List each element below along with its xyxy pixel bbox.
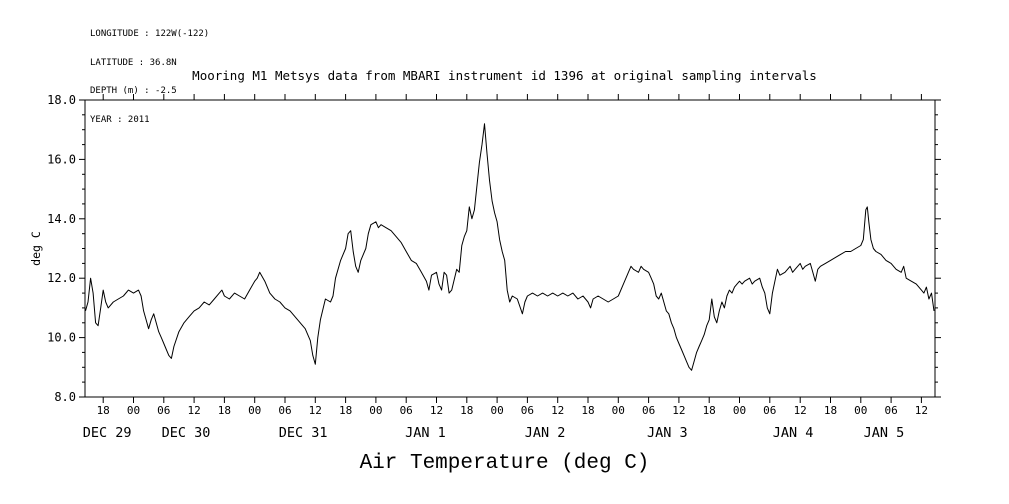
x-tick-label: 18 bbox=[581, 404, 594, 417]
x-tick-label: 06 bbox=[521, 404, 534, 417]
plot-title: Mooring M1 Metsys data from MBARI instru… bbox=[192, 68, 817, 83]
x-tick-label: 00 bbox=[854, 404, 867, 417]
x-tick-label: 00 bbox=[733, 404, 746, 417]
x-tick-label: 12 bbox=[430, 404, 443, 417]
metadata-latitude: LATITUDE : 36.8N bbox=[90, 57, 177, 68]
y-tick-label: 8.0 bbox=[54, 390, 76, 404]
x-tick-label: 12 bbox=[187, 404, 200, 417]
air-temperature-line bbox=[85, 123, 935, 371]
x-tick-label: 18 bbox=[703, 404, 716, 417]
x-tick-label: 18 bbox=[824, 404, 837, 417]
x-tick-label: 06 bbox=[763, 404, 776, 417]
x-tick-label: 12 bbox=[794, 404, 807, 417]
x-tick-label: 06 bbox=[400, 404, 413, 417]
x-tick-label: 18 bbox=[460, 404, 473, 417]
date-label: JAN 4 bbox=[773, 425, 814, 441]
x-tick-label: 00 bbox=[248, 404, 261, 417]
x-date-labels: DEC 29 DEC 30 DEC 31 JAN 1 JAN 2 JAN 3 JAN 4 JA… bbox=[83, 425, 905, 441]
x-tick-label: 18 bbox=[218, 404, 231, 417]
y-axis-title: deg C bbox=[29, 231, 43, 266]
date-label: DEC 31 bbox=[279, 425, 328, 441]
date-label: DEC 29 bbox=[83, 425, 132, 441]
x-tick-label: 12 bbox=[309, 404, 322, 417]
x-tick-label: 00 bbox=[369, 404, 382, 417]
x-tick-label: 18 bbox=[97, 404, 110, 417]
x-tick-label: 00 bbox=[612, 404, 625, 417]
date-label: JAN 2 bbox=[525, 425, 566, 441]
metadata-depth: DEPTH (m) : -2.5 bbox=[90, 86, 177, 96]
x-tick-label: 06 bbox=[157, 404, 170, 417]
y-axis: 8.0 10.0 12.0 14.0 16.0 18.0 bbox=[47, 93, 941, 404]
x-tick-label: 06 bbox=[642, 404, 655, 417]
metadata-year: YEAR : 2011 bbox=[90, 114, 150, 125]
date-label: JAN 5 bbox=[864, 425, 905, 441]
x-tick-label: 12 bbox=[672, 404, 685, 417]
x-tick-label: 12 bbox=[915, 404, 928, 417]
date-label: DEC 30 bbox=[162, 425, 211, 441]
metadata-longitude: LONGITUDE : 122W(-122) bbox=[90, 29, 210, 39]
date-label: JAN 1 bbox=[405, 425, 446, 441]
y-tick-label: 18.0 bbox=[47, 93, 76, 107]
x-axis: 18 00 06 12 18 00 06 12 18 00 06 12 18 00 06 12 18 00 06 12… bbox=[97, 94, 928, 417]
x-tick-label: 06 bbox=[884, 404, 897, 417]
y-tick-label: 12.0 bbox=[47, 271, 76, 285]
date-label: JAN 3 bbox=[647, 425, 688, 441]
x-tick-label: 12 bbox=[551, 404, 564, 417]
y-tick-label: 14.0 bbox=[47, 212, 76, 226]
plot-metadata: LONGITUDE : 122W(-122) LATITUDE : 36.8N … bbox=[90, 11, 209, 144]
x-tick-label: 00 bbox=[127, 404, 140, 417]
x-tick-label: 06 bbox=[278, 404, 291, 417]
y-tick-label: 10.0 bbox=[47, 331, 76, 345]
x-tick-label: 18 bbox=[339, 404, 352, 417]
x-axis-caption: Air Temperature (deg C) bbox=[359, 452, 650, 475]
y-tick-label: 16.0 bbox=[47, 152, 76, 166]
plot-border bbox=[84, 99, 936, 398]
x-tick-label: 00 bbox=[490, 404, 503, 417]
